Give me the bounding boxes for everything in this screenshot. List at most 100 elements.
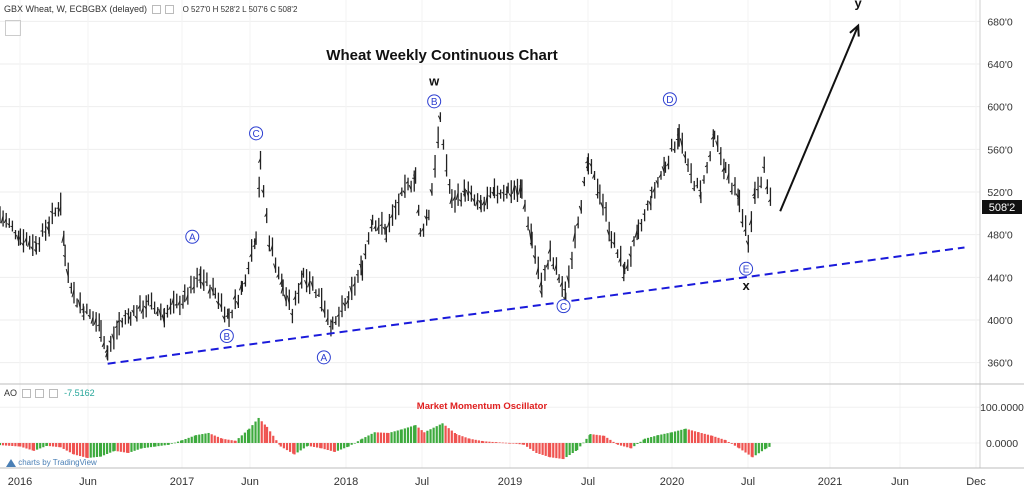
price-bar-open (105, 350, 109, 358)
oscillator-bar (195, 435, 198, 443)
oscillator-bar (485, 441, 488, 443)
oscillator-bar (306, 442, 309, 446)
price-bar-open (21, 242, 24, 246)
price-bar-open (535, 267, 539, 275)
oscillator-bar (347, 442, 350, 447)
oscillator-bar (579, 442, 582, 447)
oscillator-bar (0, 442, 1, 446)
oscillator-bar (219, 438, 223, 443)
price-bar-open (625, 264, 629, 270)
price-bar-open (114, 325, 118, 329)
oscillator-bar (441, 423, 444, 443)
oscillator-bar (160, 442, 163, 446)
wave-label-circle (556, 299, 571, 314)
price-bar-open (655, 180, 659, 185)
oscillator-bar (246, 429, 250, 443)
time-tick-label: Dec (966, 476, 986, 488)
oscillator-bar (19, 442, 22, 447)
oscillator-bar (180, 440, 183, 443)
price-bar-open (269, 245, 273, 252)
price-bars (0, 112, 772, 361)
oscillator-bar (547, 442, 550, 457)
oscillator-bar (477, 440, 480, 443)
oscillator-bar (32, 442, 36, 451)
time-tick-label: Jul (415, 476, 429, 488)
price-bar-open (615, 252, 618, 255)
oscillator-bar (471, 439, 474, 443)
ao-more-icon[interactable] (48, 389, 58, 399)
settings-icon[interactable] (151, 5, 161, 15)
oscillator-bar (8, 442, 11, 446)
oscillator-bar (102, 442, 106, 456)
oscillator-bar (48, 442, 52, 447)
ao-label[interactable]: AO (4, 388, 18, 398)
price-bar-open (299, 280, 303, 286)
time-tick-label: Jun (241, 476, 259, 488)
oscillator-bar (549, 442, 552, 458)
price-bar-open (636, 232, 639, 235)
oscillator-bar (700, 433, 703, 443)
price-bar-open (698, 194, 702, 197)
oscillator-bar (136, 442, 139, 450)
oscillator-header[interactable]: AO -7.5162 (4, 388, 95, 399)
price-bar-open (634, 229, 638, 238)
oscillator-bar (461, 436, 464, 443)
oscillator-bar (130, 442, 133, 452)
price-bar-open (333, 321, 337, 324)
oscillator-bar (558, 442, 561, 459)
symbol-header[interactable]: GBX Wheat, W, ECBGBX (delayed) O 527'0 H… (4, 4, 297, 15)
oscillator-bar (167, 442, 170, 445)
oscillator-bar (326, 442, 329, 451)
oscillator-bar (224, 439, 227, 443)
oscillator-title: Market Momentum Oscillator (417, 401, 548, 412)
oscillator-bar (237, 438, 240, 443)
oscillator-bar (333, 442, 336, 452)
oscillator-bar (736, 442, 740, 448)
collapse-icon[interactable] (5, 20, 21, 36)
price-bar-open (682, 154, 686, 159)
oscillator-bar (747, 442, 750, 455)
price-bar-open (97, 324, 100, 327)
price-bar-open (27, 239, 31, 247)
price-bar-open (235, 300, 239, 306)
price-bar-open (514, 185, 518, 197)
price-bar-open (279, 280, 283, 285)
price-bar-open (16, 234, 20, 242)
oscillator-bar (312, 442, 316, 447)
oscillator-bar (601, 435, 604, 443)
oscillator-bar (113, 442, 116, 451)
price-bar-open (273, 263, 277, 271)
oscillator-bar (75, 442, 79, 456)
oscillator-bar (501, 442, 504, 444)
price-bar-open (737, 195, 740, 200)
oscillator-bar (62, 442, 65, 449)
price-bar-open (597, 191, 601, 194)
price-bar-open (293, 295, 296, 301)
price-bar-open (316, 294, 320, 297)
oscillator-bar (538, 442, 541, 454)
price-bar-open (152, 307, 155, 310)
oscillator-bar (474, 439, 477, 443)
price-bar-open (575, 222, 579, 226)
price-bar-open (465, 189, 469, 197)
ao-settings-icon[interactable] (21, 389, 31, 399)
symbol-label[interactable]: GBX Wheat, W, ECBGBX (delayed) (4, 4, 148, 14)
oscillator-bar (751, 442, 754, 458)
oscillator-bar (544, 442, 547, 456)
price-bar-open (386, 220, 390, 228)
oscillator-bar (364, 437, 367, 443)
oscillator-bar (163, 442, 166, 446)
hide-icon[interactable] (165, 5, 175, 15)
price-bar-open (532, 255, 536, 260)
tradingview-watermark[interactable]: charts by TradingView (6, 458, 97, 467)
price-bar-open (405, 181, 409, 184)
oscillator-bar (227, 439, 230, 443)
oscillator-bar (257, 417, 260, 443)
oscillator-bar (507, 442, 511, 444)
price-bar-open (618, 257, 622, 263)
price-bar-open (547, 248, 551, 254)
oscillator-bar (106, 442, 109, 454)
ao-hide-icon[interactable] (35, 389, 45, 399)
oscillator-bar (36, 442, 39, 450)
price-bar-open (213, 293, 216, 296)
